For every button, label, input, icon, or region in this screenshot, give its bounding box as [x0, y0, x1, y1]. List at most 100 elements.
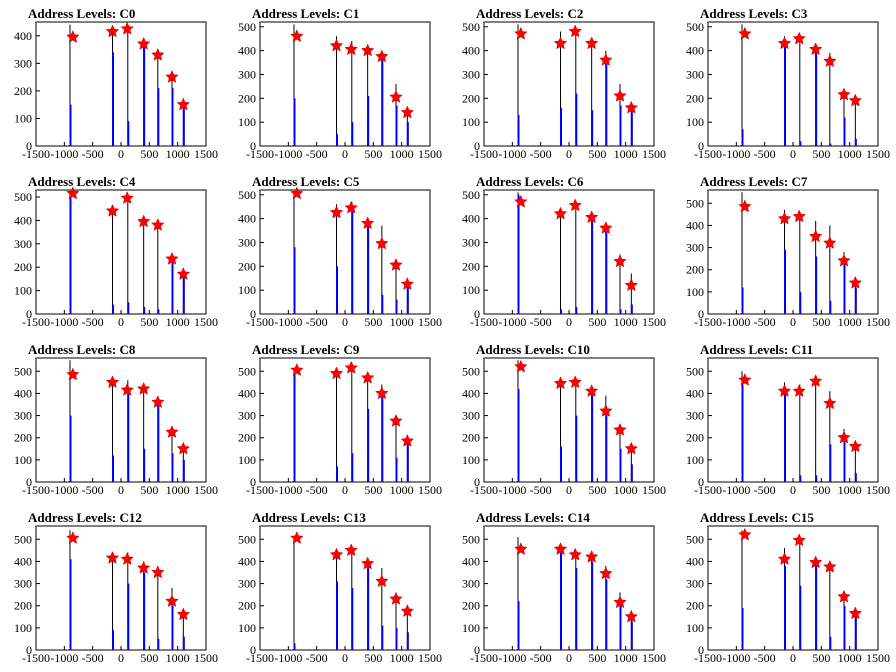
- peak-marker: [151, 217, 165, 231]
- x-tick-label: 1000: [166, 315, 190, 329]
- peak-marker: [837, 253, 851, 267]
- y-tick-label: 300: [462, 409, 480, 423]
- bar: [815, 563, 818, 650]
- peak-marker: [613, 88, 627, 102]
- y-tick-label: 100: [238, 115, 256, 129]
- peak-marker: [165, 594, 179, 607]
- bar: [112, 630, 114, 650]
- y-tick-label: 400: [462, 212, 480, 226]
- peak-marker: [344, 543, 358, 557]
- bar: [395, 299, 398, 314]
- peak-marker: [375, 49, 389, 63]
- x-tick-label: -1000: [274, 315, 302, 329]
- peak-marker: [837, 589, 851, 603]
- peak-marker: [553, 206, 568, 220]
- y-tick-label: 400: [14, 29, 32, 43]
- x-tick-label: -1500: [694, 147, 722, 161]
- plot-frame: [707, 21, 879, 147]
- peak-marker: [568, 198, 583, 212]
- y-tick-label: 400: [686, 218, 704, 232]
- y-tick-label: 0: [474, 307, 480, 321]
- y-tick-label: 500: [462, 20, 480, 34]
- y-tick-label: 500: [686, 364, 704, 378]
- x-tick-label: 0: [790, 651, 796, 665]
- bar: [112, 304, 114, 314]
- plot-frame: [259, 357, 431, 483]
- plot-frame: [35, 357, 207, 483]
- bar: [815, 256, 818, 314]
- bar: [517, 601, 520, 650]
- peak-marker: [400, 277, 415, 291]
- bar: [69, 197, 72, 314]
- peak-marker: [66, 367, 80, 381]
- peak-marker: [105, 24, 120, 38]
- peak-marker: [599, 53, 613, 66]
- peak-marker: [624, 278, 639, 292]
- y-tick-label: 500: [462, 532, 480, 546]
- bar: [127, 393, 130, 482]
- x-tick-label: 0: [342, 315, 348, 329]
- y-tick-label: 100: [686, 621, 704, 635]
- peak-marker: [584, 549, 599, 563]
- x-tick-label: -1000: [50, 147, 78, 161]
- peak-marker: [553, 36, 568, 50]
- x-tick-label: 1500: [866, 147, 890, 161]
- y-tick-label: 300: [238, 577, 256, 591]
- y-tick-label: 200: [686, 263, 704, 277]
- bar: [406, 632, 409, 650]
- chart-panel-c5: Address Levels: C5 0 100 200 300 400 500 -1500-…: [224, 168, 448, 336]
- chart-panel-c14: Address Levels: C14 0 100 200 300 400 500 -1500…: [448, 504, 672, 672]
- x-tick-label: 0: [566, 483, 572, 497]
- y-tick-label: 300: [238, 409, 256, 423]
- x-tick-label: -500: [306, 651, 328, 665]
- peak-marker: [584, 210, 599, 224]
- peak-marker: [823, 235, 837, 249]
- y-tick-label: 200: [238, 259, 256, 273]
- x-tick-label: 500: [364, 315, 382, 329]
- y-tick-label: 300: [238, 235, 256, 249]
- y-tick-label: 300: [686, 409, 704, 423]
- peak-marker: [584, 384, 599, 398]
- peak-marker: [599, 221, 613, 234]
- y-tick-label: 100: [14, 284, 32, 298]
- bar: [336, 581, 338, 650]
- x-tick-label: 1500: [642, 483, 666, 497]
- bar: [367, 221, 370, 314]
- bar: [517, 389, 520, 482]
- chart-title: Address Levels: C10: [476, 342, 590, 357]
- x-tick-label: -500: [754, 315, 776, 329]
- plot-frame: [483, 525, 655, 651]
- bar: [784, 565, 786, 650]
- x-tick-label: 0: [566, 315, 572, 329]
- peak-marker: [792, 384, 807, 398]
- x-tick-label: -500: [530, 651, 552, 665]
- x-tick-label: 500: [588, 147, 606, 161]
- peak-marker: [624, 609, 639, 623]
- peak-marker: [738, 372, 752, 386]
- x-tick-label: -1000: [274, 147, 302, 161]
- y-tick-label: 300: [462, 577, 480, 591]
- x-tick-label: 1000: [166, 483, 190, 497]
- bar: [406, 444, 409, 482]
- peak-marker: [105, 550, 120, 564]
- bar: [157, 638, 160, 650]
- y-tick-label: 500: [238, 20, 256, 34]
- bar: [741, 607, 744, 650]
- y-tick-label: 400: [686, 44, 704, 58]
- peak-marker: [66, 30, 80, 43]
- bar: [741, 129, 744, 146]
- peak-marker: [624, 441, 639, 455]
- bar: [605, 228, 608, 314]
- plot-frame: [259, 189, 431, 315]
- chart-c10: Address Levels: C10 0 100 200 300 400 500 -1500…: [462, 342, 666, 497]
- peak-marker: [290, 29, 304, 43]
- bar: [619, 309, 622, 314]
- x-tick-label: 1000: [390, 315, 414, 329]
- peak-marker: [613, 595, 627, 609]
- chart-c4: Address Levels: C40100200300400500-1500-…: [14, 174, 218, 329]
- y-tick-label: 0: [250, 307, 256, 321]
- y-tick-label: 0: [250, 475, 256, 489]
- peak-marker: [105, 203, 120, 217]
- peak-marker: [66, 186, 80, 200]
